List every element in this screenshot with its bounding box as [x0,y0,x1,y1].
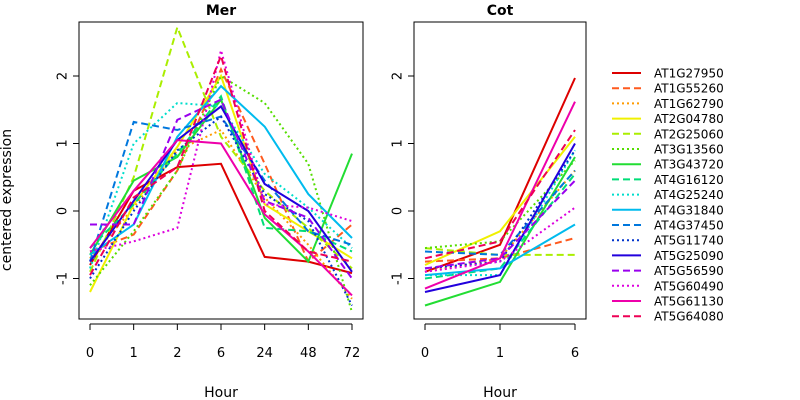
mer-x-tick-label: 1 [130,346,138,361]
cot-plot-frame [413,21,587,320]
legend-label-at5g25090: AT5G25090 [654,249,724,263]
cot-panel-title: Cot [487,3,514,19]
cot-x-tick-label: 1 [496,346,504,361]
legend-label-at2g25060: AT2G25060 [654,127,724,141]
legend-label-at5g64080: AT5G64080 [654,310,724,324]
mer-series-line-at4g16120 [89,94,353,253]
legend-label-at2g04780: AT2G04780 [654,112,724,126]
mer-series-line-at3g43720 [89,97,353,264]
mer-x-tick-label: 72 [344,346,361,361]
legend-label-at1g62790: AT1G62790 [654,97,724,111]
mer-series-line-at5g25090 [89,104,353,273]
cot-y-tick-label: 0 [391,207,406,215]
cot-y-tick-label: 1 [391,139,406,147]
mer-panel: Mer -1 0 1 2 0 1 2 6 24 48 72 Hour [56,3,364,400]
cot-series-line-at1g27950 [424,77,576,273]
mer-series-line-at4g31840 [89,84,353,256]
mer-y-tick-label: 1 [56,139,71,147]
cot-series-line-at5g56590 [424,179,576,270]
mer-series-line-at5g64080 [89,52,353,276]
cot-series-line-at3g13560 [424,159,576,250]
cot-x-tick-label: 0 [421,346,429,361]
y-axis-title: centered expression [0,129,15,271]
mer-x-axis-title: Hour [204,385,238,400]
legend-label-at4g25240: AT4G25240 [654,188,724,202]
mer-x-tick-label: 48 [300,346,317,361]
legend-label-at3g13560: AT3G13560 [654,143,724,157]
cot-series-line-at1g55260 [424,237,576,263]
cot-series-line-at4g31840 [424,223,576,277]
mer-x-tick-label: 2 [173,346,181,361]
mer-panel-title: Mer [206,3,236,19]
mer-series-line-at5g60490 [89,46,353,253]
cot-series-line-at5g60490 [424,206,576,273]
legend-label-at5g60490: AT5G60490 [654,279,724,293]
mer-y-tick-label: 0 [56,207,71,215]
cot-y-tick-label: -1 [391,272,406,285]
mer-y-tick-label: 2 [56,72,71,80]
legend: AT1G27950AT1G55260AT1G62790AT2G04780AT2G… [612,67,724,324]
mer-series-line-at1g62790 [89,128,353,300]
mer-y-tick-label: -1 [56,272,71,285]
legend-label-at4g37450: AT4G37450 [654,219,724,233]
legend-label-at4g31840: AT4G31840 [654,203,724,217]
legend-label-at3g43720: AT3G43720 [654,158,724,172]
mer-x-tick-label: 6 [217,346,225,361]
mer-series-line-at5g61130 [89,139,353,297]
legend-label-at1g55260: AT1G55260 [654,82,724,96]
legend-label-at1g27950: AT1G27950 [654,67,724,81]
mer-series-line-at3g13560 [89,74,353,313]
cot-series-line-at5g61130 [424,101,576,290]
mer-series-line-at5g11740 [89,115,353,306]
legend-label-at4g16120: AT4G16120 [654,173,724,187]
cot-series-line-at5g64080 [424,129,576,260]
cot-x-tick-label: 6 [571,346,579,361]
cot-panel: Cot -1 0 1 2 0 1 6 Hour [391,3,587,400]
legend-label-at5g11740: AT5G11740 [654,234,724,248]
mer-plot-frame [78,21,364,320]
mer-x-tick-label: 24 [256,346,273,361]
legend-label-at5g61130: AT5G61130 [654,295,724,309]
cot-x-axis-title: Hour [483,385,517,400]
cot-series-line-at3g43720 [424,156,576,307]
mer-x-tick-label: 0 [86,346,94,361]
cot-y-tick-label: 2 [391,72,406,80]
cot-series-line-at2g25060 [424,247,575,256]
legend-label-at5g56590: AT5G56590 [654,264,724,278]
mer-series-line-at2g25060 [89,24,353,273]
cot-series-line-at5g25090 [424,143,576,293]
